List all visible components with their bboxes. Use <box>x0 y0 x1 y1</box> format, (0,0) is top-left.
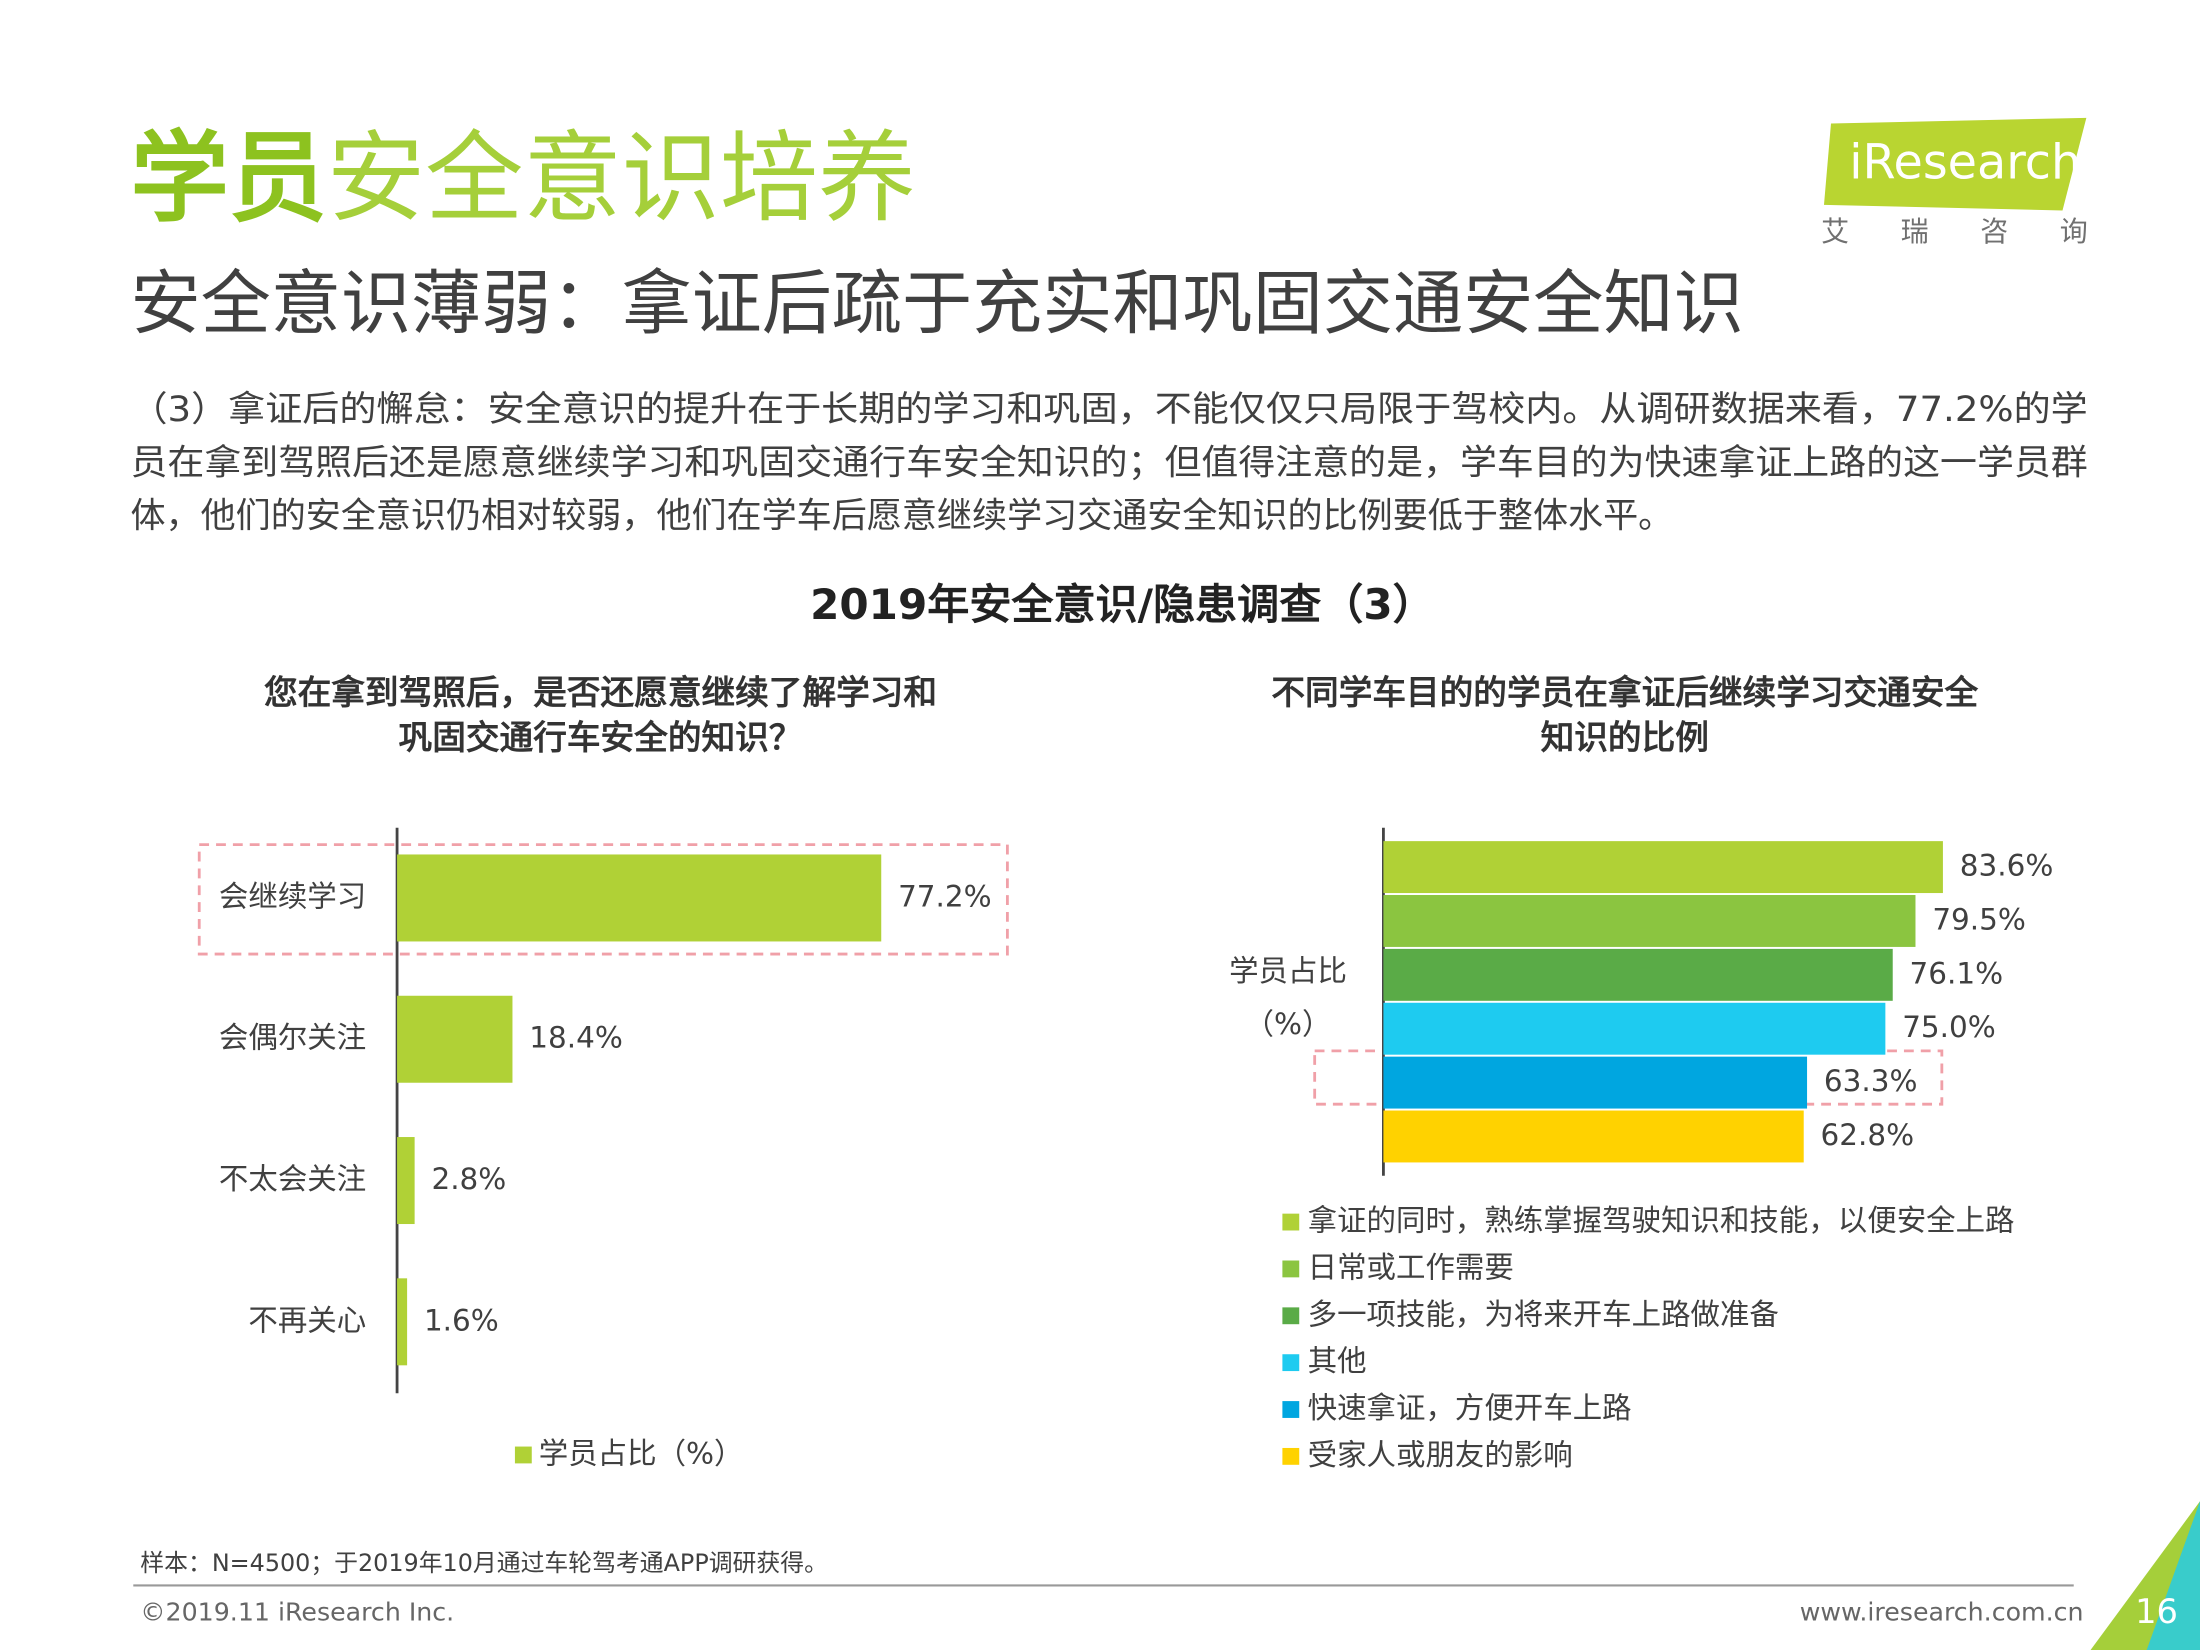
category-label: 会偶尔关注 <box>219 1021 366 1055</box>
value-label: 63.3% <box>1824 1064 1918 1098</box>
legend-label: 拿证的同时，熟练掌握驾驶知识和技能，以便安全上路 <box>1308 1204 2015 1238</box>
y-axis-label: （%） <box>1245 1007 1332 1041</box>
value-label: 75.0% <box>1902 1010 1996 1044</box>
value-label: 2.8% <box>431 1162 506 1196</box>
bar <box>1383 1002 1886 1055</box>
value-label: 83.6% <box>1960 849 2054 883</box>
paragraph-line: 体，他们的安全意识仍相对较弱，他们在学车后愿意继续学习交通安全知识的比例要低于整… <box>130 496 1673 537</box>
legend-label: 日常或工作需要 <box>1308 1250 1514 1284</box>
legend-swatch <box>514 1446 532 1464</box>
title-strong: 学员 <box>130 122 326 236</box>
title-rest: 安全意识培养 <box>327 122 916 236</box>
category-label: 不太会关注 <box>219 1162 366 1196</box>
bar <box>397 854 882 942</box>
value-label: 18.4% <box>529 1021 623 1055</box>
subtitle: 安全意识薄弱：拿证后疏于充实和巩固交通安全知识 <box>130 263 1743 345</box>
copyright: ©2019.11 iResearch Inc. <box>140 1598 454 1627</box>
bar <box>397 1278 408 1366</box>
legend-swatch <box>1282 1307 1300 1325</box>
value-label: 79.5% <box>1932 902 2026 936</box>
url: www.iresearch.com.cn <box>1800 1598 2084 1627</box>
corner-shape <box>2146 1501 2200 1650</box>
legend-label: 快速拿证，方便开车上路 <box>1308 1391 1632 1425</box>
bar <box>1383 948 1893 1001</box>
bar <box>1383 1110 1804 1163</box>
legend-label: 其他 <box>1308 1344 1367 1378</box>
section-title: 2019年安全意识/隐患调查（3） <box>810 580 1435 629</box>
legend-swatch <box>1282 1213 1300 1231</box>
legend-swatch <box>1282 1354 1300 1372</box>
legend-swatch <box>1282 1447 1300 1465</box>
logo-shape <box>1823 117 2087 211</box>
value-label: 77.2% <box>898 879 992 913</box>
chart-title: 知识的比例 <box>1541 718 1709 757</box>
chart-title: 巩固交通行车安全的知识？ <box>399 718 803 757</box>
bar <box>1383 1056 1808 1109</box>
legend-label: 受家人或朋友的影响 <box>1308 1438 1573 1472</box>
bar <box>1383 895 1916 947</box>
legend-label: 多一项技能，为将来开车上路做准备 <box>1308 1297 1779 1331</box>
page-number: 16 <box>2135 1592 2178 1631</box>
title: 学员安全意识培养 <box>130 122 916 236</box>
legend-swatch <box>1282 1260 1300 1278</box>
value-label: 1.6% <box>424 1303 499 1337</box>
legend-swatch <box>1282 1401 1300 1418</box>
footer-note: 样本：N=4500；于2019年10月通过车轮驾考通APP调研获得。 <box>140 1549 828 1577</box>
logo: iResearch <box>1849 136 2081 191</box>
chart-title: 您在拿到驾照后，是否还愿意继续了解学习和 <box>264 673 937 712</box>
bar <box>397 1137 415 1225</box>
value-label: 62.8% <box>1821 1118 1915 1152</box>
chart-title: 不同学车目的的学员在拿证后继续学习交通安全 <box>1271 673 1978 712</box>
category-label: 会继续学习 <box>219 879 366 913</box>
paragraph-line: 员在拿到驾照后还是愿意继续学习和巩固交通行车安全知识的；但值得注意的是，学车目的… <box>130 442 2087 483</box>
category-label: 不再关心 <box>248 1303 366 1337</box>
highlight-box <box>197 843 1009 956</box>
y-axis-label: 学员占比 <box>1229 954 1347 988</box>
logo-cn: 艾 瑞 咨 询 <box>1821 215 2088 248</box>
legend-label: 学员占比（%） <box>539 1436 744 1470</box>
value-label: 76.1% <box>1910 956 2004 990</box>
bar <box>397 995 513 1083</box>
paragraph-line: （3）拿证后的懈怠：安全意识的提升在于长期的学习和巩固，不能仅仅只局限于驾校内。… <box>130 389 2087 430</box>
bar <box>1383 841 1943 894</box>
